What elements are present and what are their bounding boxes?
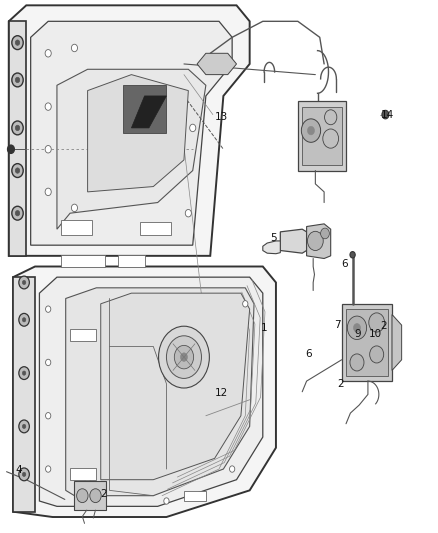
Circle shape (347, 316, 367, 340)
Circle shape (22, 472, 26, 477)
Circle shape (382, 110, 389, 119)
Circle shape (22, 280, 26, 285)
Circle shape (370, 346, 384, 363)
Circle shape (19, 367, 29, 379)
Polygon shape (392, 314, 402, 370)
Polygon shape (197, 53, 237, 75)
Polygon shape (31, 21, 232, 245)
Polygon shape (101, 293, 250, 480)
Circle shape (307, 126, 314, 135)
Text: 4: 4 (15, 465, 22, 475)
Circle shape (12, 121, 23, 135)
Bar (70, 329, 96, 341)
Text: 2: 2 (337, 379, 344, 389)
Bar (70, 468, 96, 480)
Circle shape (15, 211, 20, 216)
Circle shape (243, 301, 248, 307)
Circle shape (350, 354, 364, 371)
Circle shape (12, 73, 23, 87)
Text: 14: 14 (381, 110, 394, 119)
Circle shape (19, 276, 29, 289)
Circle shape (185, 209, 191, 217)
Polygon shape (39, 277, 263, 506)
Circle shape (71, 44, 78, 52)
Polygon shape (342, 304, 392, 381)
Bar (184, 491, 206, 501)
Circle shape (46, 306, 51, 312)
Circle shape (46, 413, 51, 419)
Bar (61, 220, 92, 235)
Circle shape (7, 145, 14, 154)
Circle shape (350, 252, 355, 258)
Circle shape (301, 119, 321, 142)
Circle shape (19, 420, 29, 433)
Circle shape (15, 125, 20, 131)
Circle shape (15, 168, 20, 173)
Polygon shape (88, 75, 188, 192)
Circle shape (22, 371, 26, 375)
Circle shape (369, 313, 385, 332)
Polygon shape (307, 224, 331, 259)
Bar (61, 255, 105, 266)
Polygon shape (57, 69, 206, 229)
Circle shape (71, 204, 78, 212)
Circle shape (90, 489, 101, 503)
Circle shape (190, 124, 196, 132)
Text: 5: 5 (270, 233, 276, 243)
Bar (140, 222, 171, 235)
Text: 6: 6 (342, 259, 348, 269)
Circle shape (45, 188, 51, 196)
Circle shape (353, 324, 360, 332)
Polygon shape (123, 85, 166, 133)
Circle shape (45, 103, 51, 110)
Text: 1: 1 (261, 323, 267, 333)
Circle shape (22, 424, 26, 429)
Circle shape (159, 326, 209, 388)
Text: 10: 10 (369, 329, 382, 339)
Circle shape (180, 353, 187, 361)
Circle shape (77, 489, 88, 503)
Text: 9: 9 (355, 329, 361, 339)
Circle shape (12, 206, 23, 220)
Polygon shape (302, 107, 342, 165)
Circle shape (230, 466, 235, 472)
Circle shape (174, 345, 194, 369)
Circle shape (321, 228, 329, 239)
Circle shape (46, 359, 51, 366)
Circle shape (166, 336, 201, 378)
Circle shape (12, 36, 23, 50)
Circle shape (15, 40, 20, 45)
Circle shape (307, 231, 323, 251)
Polygon shape (131, 96, 166, 128)
Circle shape (45, 50, 51, 57)
Bar (118, 255, 145, 266)
Text: 2: 2 (100, 489, 106, 499)
Circle shape (22, 318, 26, 322)
Circle shape (323, 129, 339, 148)
Text: 12: 12 (215, 389, 228, 398)
Polygon shape (298, 101, 346, 171)
Circle shape (85, 477, 90, 483)
Polygon shape (346, 309, 388, 376)
Circle shape (164, 498, 169, 504)
Text: 6: 6 (306, 350, 312, 359)
Circle shape (12, 164, 23, 177)
Text: 13: 13 (215, 112, 228, 122)
Text: 2: 2 (380, 321, 387, 331)
Circle shape (15, 77, 20, 83)
Text: 7: 7 (334, 320, 340, 330)
Polygon shape (74, 481, 106, 510)
Polygon shape (13, 277, 35, 512)
Polygon shape (13, 266, 276, 517)
Polygon shape (9, 5, 250, 256)
Polygon shape (280, 229, 307, 253)
Polygon shape (263, 241, 280, 254)
Polygon shape (66, 288, 254, 496)
Circle shape (325, 110, 337, 125)
Circle shape (19, 313, 29, 326)
Circle shape (45, 146, 51, 153)
Circle shape (46, 466, 51, 472)
Circle shape (19, 468, 29, 481)
Polygon shape (9, 21, 26, 256)
